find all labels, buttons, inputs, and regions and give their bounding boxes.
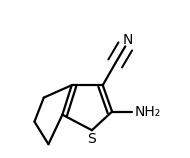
Text: NH₂: NH₂ xyxy=(135,105,161,119)
Text: N: N xyxy=(122,33,133,47)
Text: S: S xyxy=(88,132,96,146)
